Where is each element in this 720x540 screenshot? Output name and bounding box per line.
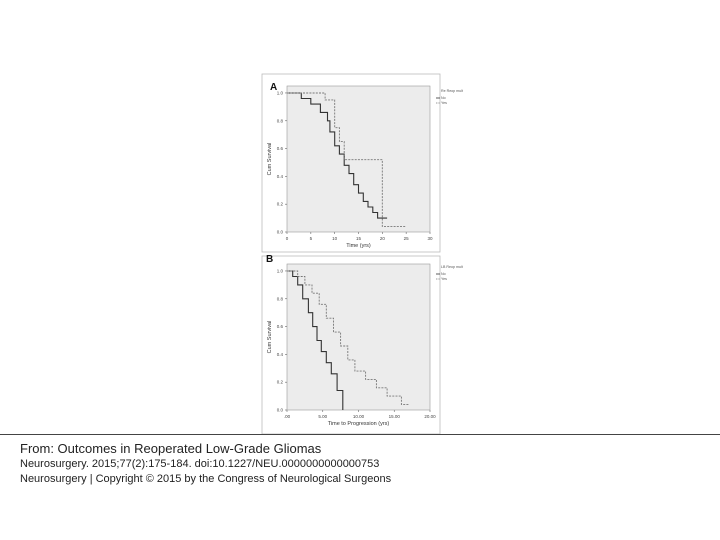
panel-a: A 0.0 0.2 0.4 0.6 0.8 1.0 0 5 10 15 20 25 30 Time (yrs… xyxy=(261,73,463,253)
y-tick-label: 0.2 xyxy=(277,202,284,207)
y-tick-label: 0.6 xyxy=(277,146,284,151)
y-tick-label: 1.0 xyxy=(277,90,284,95)
citation-block: From: Outcomes in Reoperated Low-Grade G… xyxy=(20,440,710,487)
x-axis-label: Time (yrs) xyxy=(346,243,371,249)
x-tick-label: 0 xyxy=(286,236,289,241)
x-tick-label: 10.00 xyxy=(353,414,365,419)
divider xyxy=(0,434,720,435)
y-tick-label: 0.8 xyxy=(277,296,284,301)
x-tick-label: 15 xyxy=(356,236,362,241)
x-tick-label: 20.00 xyxy=(424,414,436,419)
x-tick-label: 5.00 xyxy=(318,414,327,419)
plot-area xyxy=(286,85,431,233)
y-tick-label: 0.8 xyxy=(277,118,284,123)
x-tick-label: .00 xyxy=(284,414,291,419)
x-tick-label: 15.00 xyxy=(389,414,401,419)
x-tick-label: 25 xyxy=(404,236,410,241)
y-axis-label: Cum Survival xyxy=(267,143,273,176)
plot-area xyxy=(286,263,431,411)
series-line-yes xyxy=(287,270,409,405)
x-tick-label: 10 xyxy=(332,236,338,241)
series-line-yes xyxy=(287,92,407,227)
y-tick-label: 0.2 xyxy=(277,380,284,385)
legend-label-yes: Yes xyxy=(441,101,447,105)
x-axis-label: Time to Progression (yrs) xyxy=(328,421,390,427)
panel-label: A xyxy=(270,82,277,93)
panel-b: B 0.0 0.2 0.4 0.6 0.8 1.0 .00 5.00 10.00 15.00 20.0… xyxy=(261,254,463,435)
legend-label-no: No xyxy=(441,96,446,100)
x-tick-label: 5 xyxy=(310,236,313,241)
citation-reference: Neurosurgery. 2015;77(2):175-184. doi:10… xyxy=(20,458,380,470)
y-tick-label: 1.0 xyxy=(277,268,284,273)
citation-title: From: Outcomes in Reoperated Low-Grade G… xyxy=(20,441,322,456)
citation-copyright: Neurosurgery | Copyright © 2015 by the C… xyxy=(20,473,392,485)
y-tick-label: 0.6 xyxy=(277,324,284,329)
y-tick-label: 0.4 xyxy=(277,352,284,357)
legend-label-no: No xyxy=(441,272,446,276)
legend-title: LB Reop mult xyxy=(441,265,463,269)
panel-label: B xyxy=(266,254,273,265)
y-tick-label: 0.0 xyxy=(277,230,284,235)
legend-title: Re Reop mult xyxy=(441,89,463,93)
y-tick-label: 0.4 xyxy=(277,174,284,179)
x-tick-label: 30 xyxy=(427,236,433,241)
y-axis-label: Cum Survival xyxy=(267,321,273,354)
series-line-no xyxy=(287,270,344,410)
y-tick-label: 0.0 xyxy=(277,408,284,413)
x-tick-label: 20 xyxy=(380,236,386,241)
series-line-no xyxy=(287,92,388,219)
legend-label-yes: Yes xyxy=(441,277,447,281)
